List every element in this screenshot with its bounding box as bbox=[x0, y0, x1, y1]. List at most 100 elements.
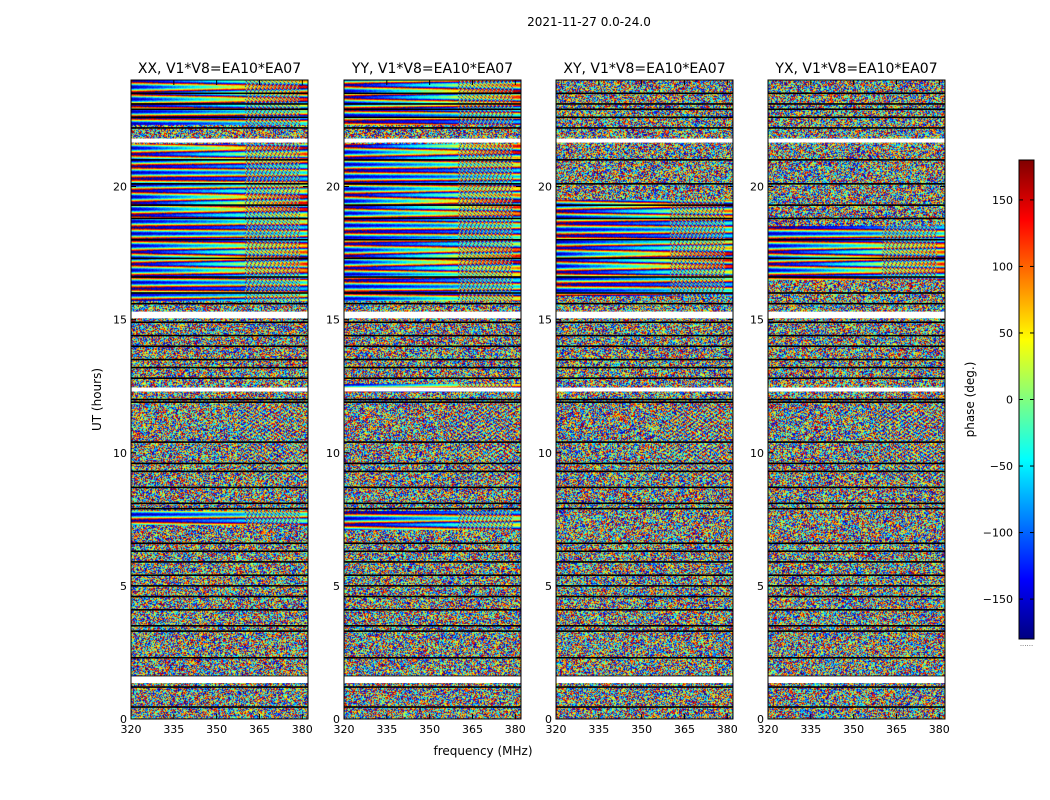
y-tick-label: 15 bbox=[113, 314, 127, 327]
flag-line bbox=[556, 159, 733, 161]
panel-title: YY, V1*V8=EA10*EA07 bbox=[351, 61, 513, 77]
y-tick-label: 20 bbox=[750, 181, 764, 194]
flag-line bbox=[131, 686, 308, 688]
flag-line bbox=[768, 486, 945, 489]
flag-line bbox=[131, 625, 308, 627]
panel-title: XY, V1*V8=EA10*EA07 bbox=[563, 61, 725, 77]
y-tick-label: 0 bbox=[120, 713, 127, 726]
flag-line bbox=[344, 127, 521, 129]
flag-gap bbox=[131, 311, 308, 319]
flag-line bbox=[768, 542, 945, 545]
flag-line bbox=[344, 292, 521, 294]
flag-line bbox=[768, 502, 945, 505]
flag-line bbox=[768, 345, 945, 348]
flag-line bbox=[344, 334, 521, 337]
x-tick-label: 380 bbox=[505, 723, 526, 736]
flag-line bbox=[344, 686, 521, 688]
flag-line bbox=[131, 183, 308, 185]
flag-gap bbox=[344, 676, 521, 684]
y-axis-label: UT (hours) bbox=[90, 368, 104, 431]
x-tick-label: 365 bbox=[462, 723, 483, 736]
flag-line bbox=[768, 159, 945, 161]
flag-gap bbox=[556, 311, 733, 319]
flag-line bbox=[556, 103, 733, 105]
flag-line bbox=[344, 103, 521, 105]
flag-line bbox=[344, 561, 521, 563]
flag-line bbox=[556, 486, 733, 489]
y-tick-label: 10 bbox=[326, 447, 340, 460]
flag-line bbox=[556, 92, 733, 95]
flag-line bbox=[131, 706, 308, 708]
flag-line bbox=[131, 217, 308, 220]
flag-line bbox=[131, 574, 308, 577]
flag-line bbox=[768, 706, 945, 708]
flag-line bbox=[556, 366, 733, 369]
x-tick-label: 365 bbox=[249, 723, 270, 736]
flag-line bbox=[131, 675, 308, 678]
flag-line bbox=[344, 609, 521, 611]
flag-line bbox=[131, 302, 308, 305]
flag-line bbox=[344, 502, 521, 505]
flag-line bbox=[556, 127, 733, 129]
flag-line bbox=[344, 625, 521, 627]
flag-line bbox=[344, 595, 521, 598]
x-tick-label: 350 bbox=[843, 723, 864, 736]
flag-line bbox=[131, 116, 308, 119]
flag-line bbox=[131, 238, 308, 241]
y-tick-label: 20 bbox=[538, 181, 552, 194]
flag-line bbox=[131, 92, 308, 95]
flag-line bbox=[131, 398, 308, 401]
flag-gap bbox=[768, 311, 945, 319]
flag-gap bbox=[131, 387, 308, 392]
flag-line bbox=[131, 550, 308, 553]
flag-line bbox=[344, 108, 521, 111]
flag-line bbox=[768, 625, 945, 627]
flag-line bbox=[768, 217, 945, 220]
flag-line bbox=[344, 366, 521, 369]
flag-line bbox=[768, 550, 945, 553]
panels: 320 335 350 365 380 0 5 10 15 20 XX, V1*V8=EA10*EA… bbox=[90, 61, 950, 758]
flag-line bbox=[556, 302, 733, 305]
panel-0: 320 335 350 365 380 0 5 10 15 20 XX, V1*V8=EA10*EA… bbox=[90, 61, 313, 736]
flag-line bbox=[556, 470, 733, 473]
flag-line bbox=[556, 292, 733, 294]
colorbar-tick-label: −150 bbox=[983, 593, 1013, 606]
colorbar-tick-label: 0 bbox=[1006, 394, 1013, 407]
x-tick-label: 320 bbox=[758, 723, 779, 736]
x-tick-label: 365 bbox=[674, 723, 695, 736]
flag-line bbox=[556, 502, 733, 505]
flag-line bbox=[768, 686, 945, 688]
flag-line bbox=[344, 462, 521, 465]
flag-line bbox=[768, 462, 945, 465]
flag-line bbox=[556, 358, 733, 361]
flag-line bbox=[768, 116, 945, 119]
flag-line bbox=[344, 675, 521, 678]
x-tick-label: 350 bbox=[419, 723, 440, 736]
figure-suptitle: 2021-11-27 0.0-24.0 bbox=[527, 15, 651, 29]
flag-line bbox=[556, 595, 733, 598]
flag-line bbox=[768, 441, 945, 443]
flag-line bbox=[768, 656, 945, 659]
x-tick-label: 320 bbox=[121, 723, 142, 736]
flag-line bbox=[768, 257, 945, 260]
flag-line bbox=[131, 401, 308, 403]
x-tick-label: 320 bbox=[546, 723, 567, 736]
flag-line bbox=[556, 257, 733, 260]
flag-line bbox=[556, 550, 733, 553]
flag-line bbox=[344, 574, 521, 577]
flag-gap bbox=[556, 138, 733, 143]
y-tick-label: 15 bbox=[538, 314, 552, 327]
flag-line bbox=[344, 238, 521, 241]
flag-line bbox=[556, 238, 733, 241]
flag-line bbox=[768, 595, 945, 598]
flag-line bbox=[768, 470, 945, 473]
flag-line bbox=[131, 321, 308, 324]
flag-line bbox=[131, 276, 308, 278]
panel-frame bbox=[130, 79, 309, 720]
y-tick-label: 5 bbox=[120, 580, 127, 593]
flag-line bbox=[344, 204, 521, 206]
flag-line bbox=[768, 507, 945, 510]
flag-line bbox=[556, 542, 733, 545]
flag-line bbox=[131, 561, 308, 563]
